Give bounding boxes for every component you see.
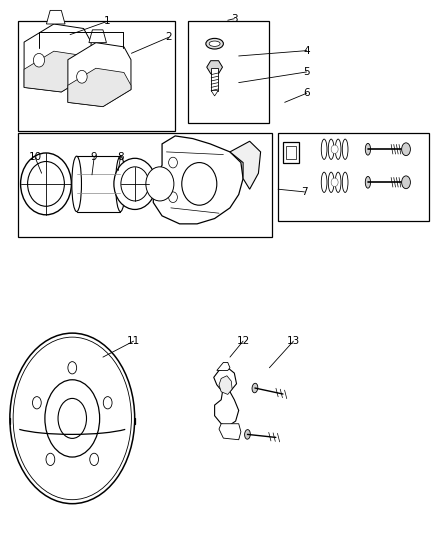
Circle shape [21, 153, 71, 215]
Text: 5: 5 [303, 67, 310, 77]
Circle shape [169, 157, 177, 168]
Text: 11: 11 [127, 336, 140, 346]
Polygon shape [230, 141, 261, 189]
Ellipse shape [58, 399, 87, 438]
Bar [18, 133, 272, 237]
Bar [211, 68, 218, 91]
Circle shape [28, 161, 64, 206]
Ellipse shape [90, 453, 99, 465]
Ellipse shape [32, 397, 41, 409]
Ellipse shape [46, 453, 55, 465]
Text: 7: 7 [301, 187, 308, 197]
Ellipse shape [321, 172, 327, 192]
Text: 6: 6 [303, 88, 310, 98]
Polygon shape [217, 362, 230, 370]
Polygon shape [46, 11, 65, 24]
Text: 10: 10 [28, 152, 42, 162]
Circle shape [77, 70, 87, 83]
Bar [77, 156, 120, 212]
Ellipse shape [328, 172, 334, 192]
Circle shape [146, 167, 174, 201]
Polygon shape [24, 24, 91, 92]
Polygon shape [219, 424, 241, 440]
Circle shape [114, 158, 156, 209]
Circle shape [121, 167, 149, 201]
Ellipse shape [328, 139, 334, 159]
Ellipse shape [402, 143, 410, 156]
Text: 2: 2 [165, 33, 172, 42]
Ellipse shape [103, 397, 112, 409]
Ellipse shape [252, 383, 258, 393]
Circle shape [331, 145, 338, 154]
Bar [286, 146, 296, 159]
Ellipse shape [10, 333, 135, 504]
Circle shape [169, 192, 177, 203]
Text: 9: 9 [91, 152, 98, 162]
Ellipse shape [365, 143, 371, 155]
Ellipse shape [13, 337, 131, 500]
Polygon shape [68, 68, 131, 107]
Text: 1: 1 [104, 17, 111, 26]
Polygon shape [219, 376, 232, 394]
Ellipse shape [365, 176, 371, 188]
Ellipse shape [206, 38, 223, 49]
Text: 3: 3 [231, 14, 238, 23]
Polygon shape [153, 136, 243, 224]
Ellipse shape [343, 139, 348, 159]
Polygon shape [211, 91, 218, 96]
Polygon shape [68, 43, 131, 107]
Polygon shape [24, 51, 91, 92]
Polygon shape [89, 30, 106, 43]
Circle shape [331, 178, 338, 187]
Ellipse shape [402, 176, 410, 189]
Ellipse shape [45, 379, 100, 457]
Ellipse shape [244, 430, 251, 439]
Circle shape [182, 163, 217, 205]
Polygon shape [207, 61, 223, 74]
Ellipse shape [336, 139, 341, 159]
Ellipse shape [116, 156, 125, 212]
Text: 8: 8 [117, 152, 124, 162]
Ellipse shape [336, 172, 341, 192]
Bar [188, 21, 269, 123]
Text: 12: 12 [237, 336, 250, 346]
Bar [278, 133, 429, 221]
Ellipse shape [209, 41, 220, 46]
Circle shape [33, 53, 45, 67]
Ellipse shape [321, 139, 327, 159]
Ellipse shape [68, 361, 77, 374]
Polygon shape [214, 368, 239, 426]
Bar [283, 142, 299, 163]
Bar [18, 21, 175, 131]
Text: 13: 13 [287, 336, 300, 346]
Text: 4: 4 [303, 46, 310, 55]
Ellipse shape [72, 156, 81, 212]
Ellipse shape [343, 172, 348, 192]
